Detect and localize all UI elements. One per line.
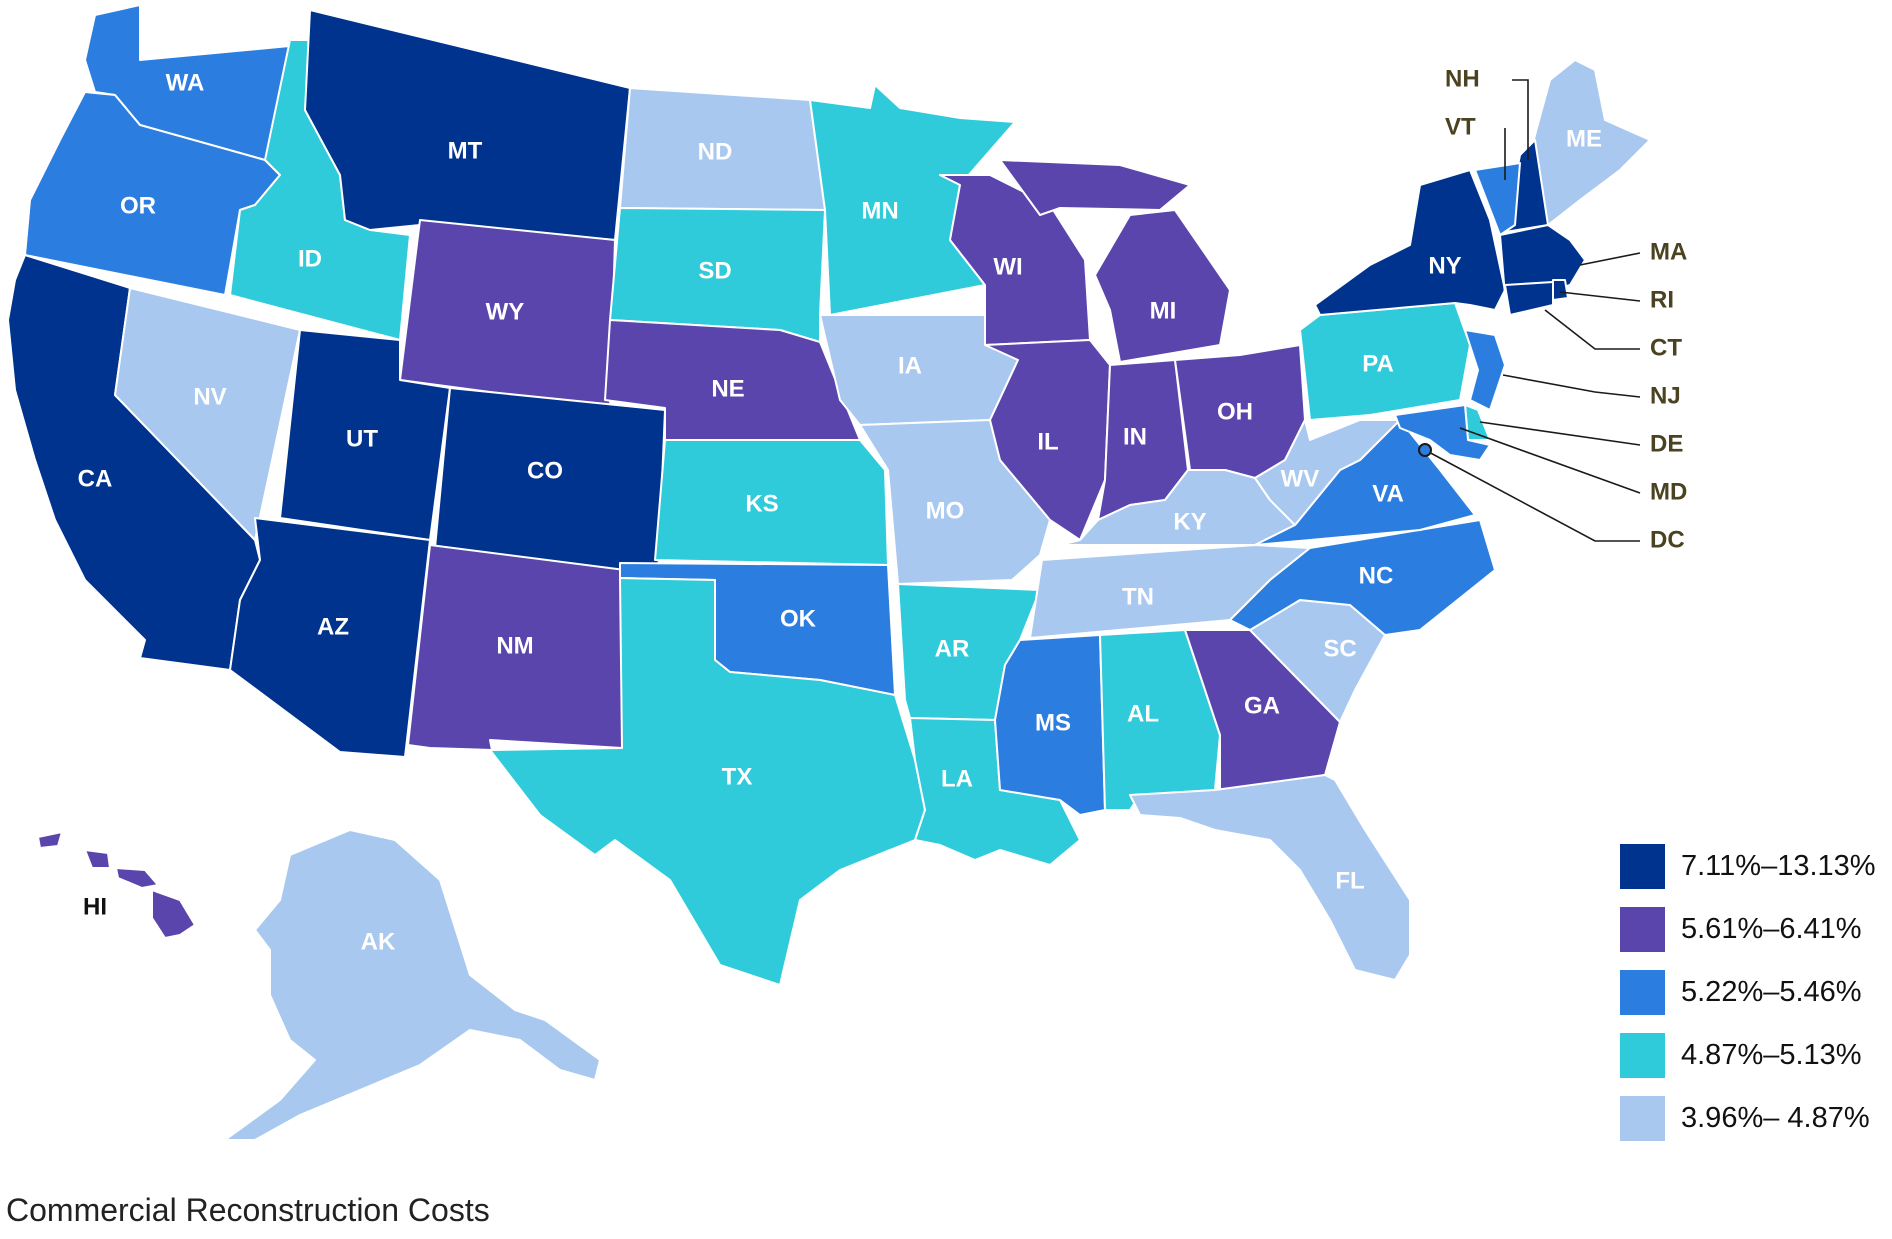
leader-line-ma [1579, 252, 1641, 266]
leader-line-dc [1424, 449, 1640, 542]
state-ct [1504, 281, 1554, 316]
legend-label: 4.87%–5.13% [1681, 1039, 1862, 1071]
state-label-wi: WI [993, 253, 1022, 280]
state-nc [1229, 519, 1496, 636]
state-label-ok: OK [780, 605, 817, 632]
dc-marker [1418, 443, 1432, 457]
state-hi [37, 831, 196, 939]
legend-item: 5.22%–5.46% [1620, 961, 1876, 1024]
state-nj [1464, 329, 1506, 411]
state-label-oh: OH [1217, 398, 1253, 425]
state-label-ca: CA [78, 465, 113, 492]
callout-label-nj: NJ [1650, 382, 1681, 409]
legend-swatch [1620, 1096, 1665, 1141]
legend-swatch [1620, 907, 1665, 952]
state-ks [654, 439, 889, 566]
state-label-ks: KS [745, 490, 778, 517]
callout-label-ri: RI [1650, 286, 1674, 313]
state-label-al: AL [1127, 700, 1159, 727]
leader-line-ri [1559, 291, 1641, 302]
legend: 7.11%–13.13% 5.61%–6.41% 5.22%–5.46% 4.87%–… [1620, 835, 1876, 1150]
state-label-ak: AK [361, 928, 396, 955]
state-label-tx: TX [722, 763, 753, 790]
state-shapes [7, 4, 1651, 1141]
state-label-mt: MT [448, 137, 483, 164]
leader-line-de [1479, 421, 1641, 446]
state-ny [1314, 169, 1506, 316]
state-label-wa: WA [166, 69, 205, 96]
state-label-il: IL [1037, 428, 1058, 455]
state-label-co: CO [527, 457, 563, 484]
state-label-ga: GA [1244, 692, 1280, 719]
callout-label-vt: VT [1445, 113, 1476, 140]
state-fl [1129, 774, 1411, 981]
state-label-nm: NM [496, 632, 533, 659]
callout-label-dc: DC [1650, 526, 1685, 553]
callout-label-md: MD [1650, 478, 1687, 505]
legend-swatch [1620, 844, 1665, 889]
state-label-pa: PA [1362, 350, 1394, 377]
state-md [1394, 404, 1491, 461]
state-mt [304, 9, 631, 241]
state-label-sd: SD [698, 257, 731, 284]
state-nv [114, 287, 301, 541]
callout-label-ct: CT [1650, 334, 1682, 361]
state-label-id: ID [298, 245, 322, 272]
state-label-nd: ND [698, 138, 733, 165]
legend-item: 4.87%–5.13% [1620, 1024, 1876, 1087]
state-label-ne: NE [711, 375, 744, 402]
legend-item: 7.11%–13.13% [1620, 835, 1876, 898]
legend-label: 7.11%–13.13% [1681, 850, 1876, 882]
state-label-wv: WV [1281, 465, 1320, 492]
callout-label-de: DE [1650, 430, 1683, 457]
legend-label: 5.22%–5.46% [1681, 976, 1862, 1008]
state-label-va: VA [1372, 480, 1404, 507]
state-wv [1254, 419, 1401, 526]
map-caption: Commercial Reconstruction Costs [6, 1192, 490, 1228]
state-label-wy: WY [486, 298, 525, 325]
state-label-fl: FL [1335, 867, 1364, 894]
state-label-ut: UT [346, 425, 378, 452]
state-mn [809, 84, 1016, 316]
state-labels: WA OR CA ID NV MT WY UT AZ CO NM ND SD NE KS OK TX MN IA MO… [78, 69, 1602, 955]
legend-label: 3.96%– 4.87% [1681, 1102, 1870, 1134]
state-label-in: IN [1123, 423, 1147, 450]
state-label-ny: NY [1428, 252, 1461, 279]
state-label-nv: NV [193, 383, 226, 410]
legend-label: 5.61%–6.41% [1681, 913, 1862, 945]
legend-item: 3.96%– 4.87% [1620, 1087, 1876, 1150]
state-label-or: OR [120, 192, 156, 219]
state-label-me: ME [1566, 125, 1602, 152]
state-label-mi: MI [1150, 297, 1177, 324]
callout-label-ma: MA [1650, 238, 1687, 265]
state-label-ky: KY [1173, 508, 1206, 535]
state-il [984, 339, 1111, 541]
state-label-ia: IA [898, 352, 922, 379]
callout-labels: NH VT MA RI CT NJ DE MD DC [1445, 65, 1687, 553]
state-label-la: LA [941, 765, 973, 792]
leader-line-ct [1544, 309, 1640, 350]
callout-leader-lines [1418, 79, 1641, 542]
state-ri [1552, 279, 1569, 301]
legend-item: 5.61%–6.41% [1620, 898, 1876, 961]
state-label-nc: NC [1359, 562, 1394, 589]
state-label-tn: TN [1122, 583, 1154, 610]
state-label-az: AZ [317, 613, 349, 640]
legend-swatch [1620, 1033, 1665, 1078]
state-mi [999, 159, 1231, 363]
legend-swatch [1620, 970, 1665, 1015]
state-label-ms: MS [1035, 709, 1071, 736]
state-tx [489, 577, 926, 986]
state-label-ar: AR [935, 635, 970, 662]
state-label-sc: SC [1323, 635, 1356, 662]
leader-line-nh [1512, 79, 1529, 160]
state-label-mo: MO [926, 497, 965, 524]
state-ak [224, 829, 601, 1141]
state-label-mn: MN [861, 197, 898, 224]
state-label-hi: HI [83, 893, 107, 920]
leader-line-md [1459, 427, 1641, 494]
leader-line-nj [1502, 374, 1641, 398]
callout-label-nh: NH [1445, 65, 1480, 92]
